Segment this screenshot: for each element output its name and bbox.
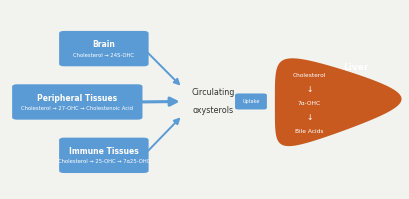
Text: ↓: ↓	[305, 85, 312, 94]
Text: Cholesterol → 25-OHC → 7α25-OHC: Cholesterol → 25-OHC → 7α25-OHC	[58, 159, 150, 164]
FancyBboxPatch shape	[234, 94, 266, 109]
Text: Peripheral Tissues: Peripheral Tissues	[37, 94, 117, 102]
Text: 7α-OHC: 7α-OHC	[297, 101, 320, 106]
Text: Immune Tissues: Immune Tissues	[69, 147, 138, 156]
FancyBboxPatch shape	[12, 84, 142, 120]
Text: Cholesterol → 24S-OHC: Cholesterol → 24S-OHC	[73, 53, 134, 58]
Text: Brain: Brain	[92, 40, 115, 49]
Text: Cholesterol → 27-OHC → Cholestenoic Acid: Cholesterol → 27-OHC → Cholestenoic Acid	[21, 106, 133, 111]
FancyBboxPatch shape	[59, 138, 148, 173]
Text: Bile Acids: Bile Acids	[294, 129, 323, 134]
Text: Uptake: Uptake	[242, 99, 259, 104]
Polygon shape	[274, 58, 400, 146]
Text: oxysterols: oxysterols	[192, 106, 233, 115]
Text: Cholesterol: Cholesterol	[292, 73, 325, 78]
FancyBboxPatch shape	[59, 31, 148, 66]
Text: Circulating: Circulating	[191, 88, 234, 97]
Text: ↓: ↓	[305, 113, 312, 122]
Text: Liver: Liver	[343, 63, 368, 72]
